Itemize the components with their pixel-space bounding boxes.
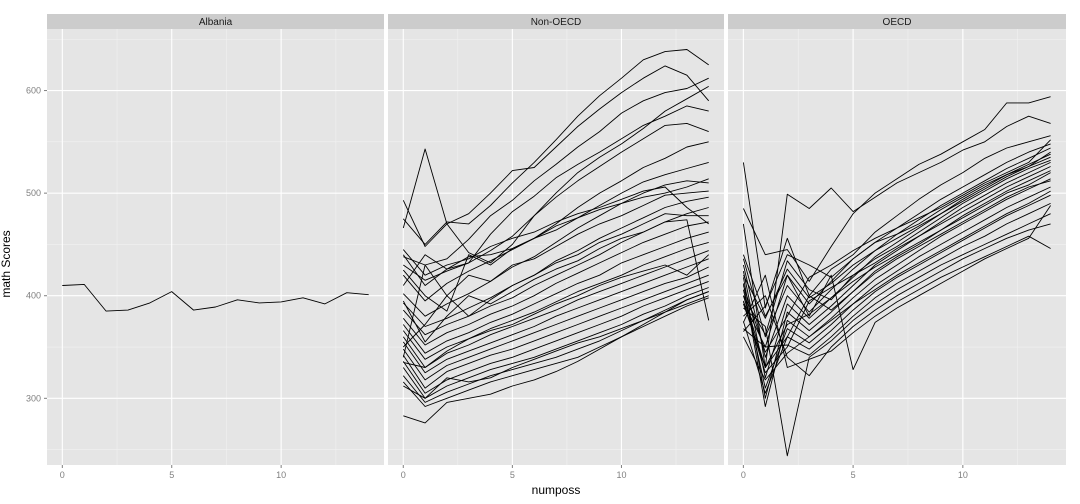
x-tick-label: 0 [60, 470, 65, 480]
series-line-27 [402, 186, 709, 276]
series-lines [742, 96, 1051, 457]
series-line-4 [403, 105, 709, 281]
y-axis: 300 400 500 600 [26, 86, 47, 403]
series-line-9 [742, 186, 1051, 389]
series-line-15 [743, 205, 1051, 371]
series-line-2 [742, 115, 1051, 368]
series-line-6 [742, 161, 1051, 379]
x-tick-label: 10 [958, 470, 968, 480]
panel-background [47, 29, 384, 465]
series-line-8 [742, 178, 1051, 407]
y-tick-label: 600 [26, 86, 41, 96]
facet-strip-label: OECD [883, 17, 912, 28]
series-line-24 [402, 190, 709, 348]
series-line-8 [402, 180, 709, 317]
series-line-20 [402, 291, 709, 403]
y-axis-title: math Scores [0, 230, 13, 297]
series-line-22 [742, 172, 1051, 368]
series-line-11 [742, 202, 1051, 356]
series-lines [62, 283, 369, 312]
series-line-0 [742, 135, 1051, 309]
series-line-6 [402, 141, 709, 302]
series-line-7 [402, 161, 709, 286]
series-line-25 [402, 178, 709, 312]
panel-2: OECD 0 5 10 [728, 14, 1066, 480]
series-line-9 [402, 196, 709, 327]
series-line-1 [742, 96, 1051, 282]
series-line-0 [402, 86, 709, 264]
series-line-17 [402, 274, 709, 389]
series-line-7 [742, 170, 1051, 399]
series-line-21 [402, 297, 709, 407]
series-line-16 [402, 266, 709, 381]
series-line-29 [403, 295, 709, 399]
x-tick-label: 0 [741, 470, 746, 480]
series-line-13 [743, 223, 1051, 377]
facet-strip [388, 14, 724, 29]
facet-strip [728, 14, 1066, 29]
series-line-18 [402, 280, 709, 394]
series-line-3 [403, 77, 709, 266]
series-line-0 [62, 283, 369, 312]
x-tick-label: 10 [276, 470, 286, 480]
series-line-12 [402, 231, 709, 354]
facet-panels: Albania 0 5 10 Non-OECD 0 5 10 OECD 0 5 10 [47, 14, 1066, 480]
series-line-16 [743, 156, 1051, 332]
x-axis-title: numposs [532, 483, 581, 497]
series-line-21 [742, 180, 1051, 394]
series-line-28 [403, 254, 710, 368]
facet-strip [47, 14, 384, 29]
series-line-13 [402, 241, 709, 360]
series-line-5 [402, 122, 709, 286]
series-line-12 [743, 213, 1051, 457]
facet-strip-label: Albania [199, 17, 233, 28]
series-line-1 [402, 49, 709, 245]
series-line-14 [402, 250, 709, 368]
series-line-10 [742, 194, 1051, 368]
x-tick-label: 5 [510, 470, 515, 480]
series-line-19 [742, 139, 1051, 353]
series-line-18 [742, 151, 1051, 319]
x-tick-label: 5 [851, 470, 856, 480]
gridlines [47, 29, 384, 465]
panel-1: Non-OECD 0 5 10 [388, 14, 724, 480]
series-line-23 [402, 213, 709, 358]
series-line-22 [403, 291, 709, 424]
x-tick-label: 0 [401, 470, 406, 480]
series-line-19 [402, 287, 709, 399]
panel-0: Albania 0 5 10 [47, 14, 384, 480]
x-tick-label: 5 [169, 470, 174, 480]
series-line-17 [743, 159, 1051, 336]
series-line-26 [402, 219, 710, 343]
y-tick-label: 400 [26, 291, 41, 301]
y-tick-label: 300 [26, 393, 41, 403]
series-line-20 [742, 166, 1051, 374]
series-line-15 [402, 258, 709, 374]
y-tick-label: 500 [26, 188, 41, 198]
series-lines [402, 49, 710, 424]
facet-strip-label: Non-OECD [531, 17, 582, 28]
x-tick-label: 10 [616, 470, 626, 480]
series-line-11 [402, 221, 709, 346]
series-line-14 [742, 235, 1051, 368]
series-line-23 [742, 190, 1051, 381]
series-line-2 [402, 65, 710, 229]
